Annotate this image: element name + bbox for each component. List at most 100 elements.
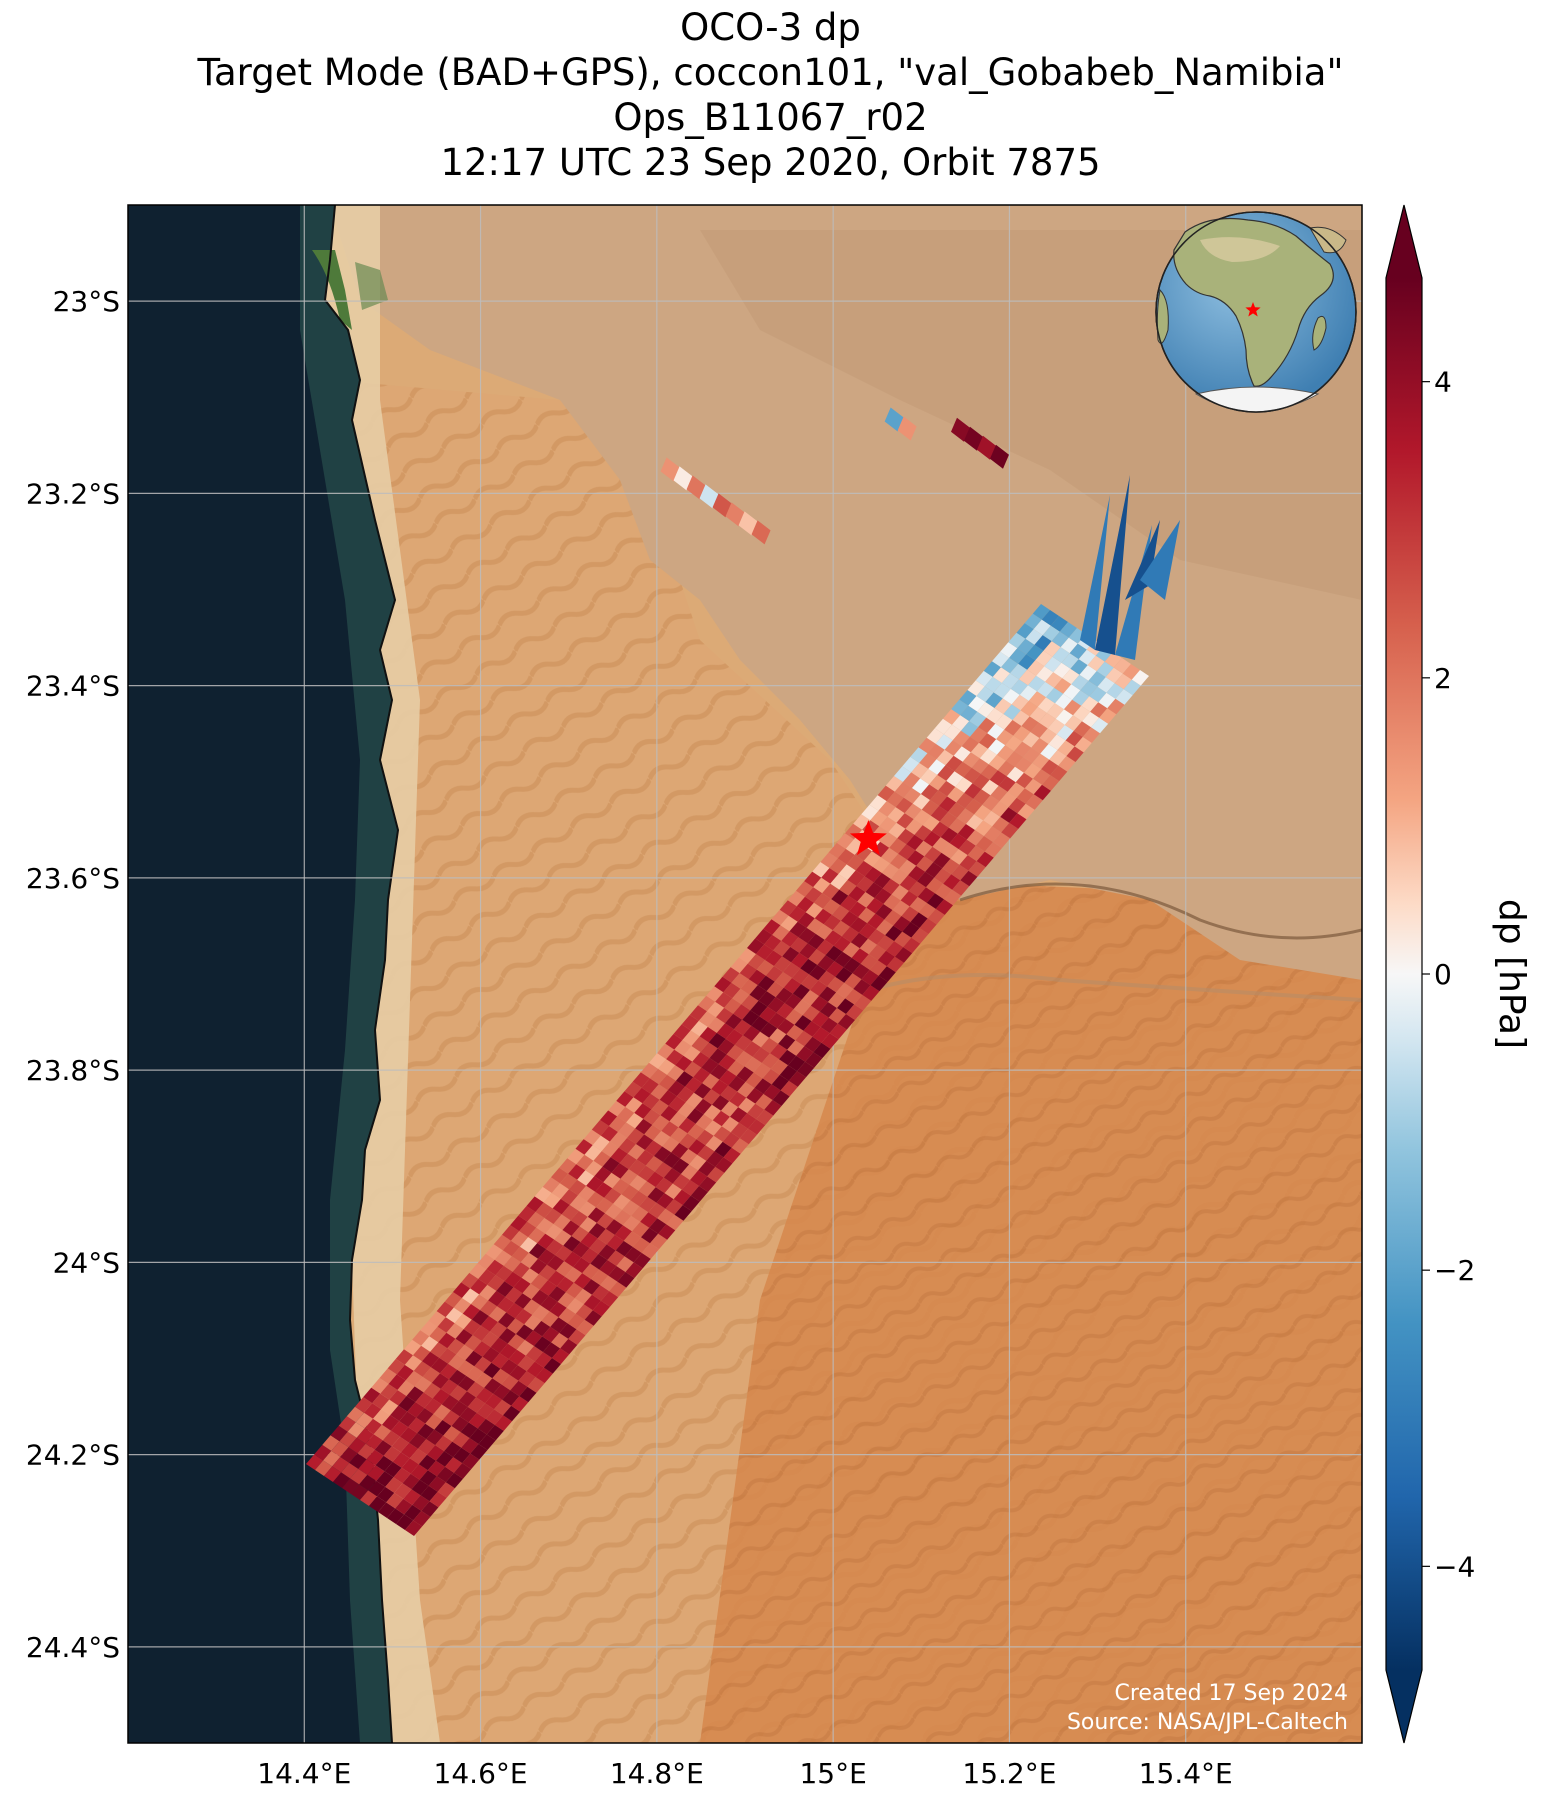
dp-footprint xyxy=(984,842,1002,858)
dp-footprint xyxy=(1015,772,1033,789)
dp-footprint xyxy=(513,1277,531,1294)
dp-footprint xyxy=(351,1484,369,1500)
dp-footprint xyxy=(666,1049,684,1066)
dp-footprint xyxy=(529,1258,547,1275)
dp-footprint xyxy=(870,975,888,992)
dp-footprint xyxy=(1097,677,1115,693)
dp-footprint xyxy=(1024,613,1042,630)
dp-footprint xyxy=(465,1350,483,1367)
dp-footprint xyxy=(662,1136,680,1153)
dp-footprint xyxy=(812,862,830,878)
lat-tick-label: 23.2°S xyxy=(26,477,120,510)
dp-footprint xyxy=(1089,686,1107,703)
dp-footprint xyxy=(368,1480,386,1497)
dp-footprint xyxy=(576,1319,594,1336)
dp-footprint xyxy=(749,985,767,1001)
dp-footprint xyxy=(959,690,977,706)
dp-footprint xyxy=(401,1458,419,1474)
dp-footprint xyxy=(409,1448,427,1465)
dp-footprint xyxy=(813,1042,831,1059)
dp-footprint xyxy=(978,717,996,734)
dp-footprint xyxy=(747,954,765,970)
dp-footprint xyxy=(614,1225,632,1241)
dp-footprint xyxy=(534,1336,552,1352)
dp-footprint xyxy=(1033,619,1051,636)
dp-footprint xyxy=(473,1341,491,1357)
dp-footprint xyxy=(475,1372,493,1388)
dp-footprint xyxy=(556,1276,574,1293)
dp-footprint xyxy=(394,1483,412,1499)
dp-footprint xyxy=(521,1268,539,1284)
dp-footprint xyxy=(386,1492,404,1509)
dp-footprint xyxy=(1000,807,1018,823)
lon-tick-label: 15.2°E xyxy=(962,1757,1056,1790)
dp-footprint xyxy=(375,1455,393,1472)
dp-footprint xyxy=(682,1195,700,1212)
dp-footprint xyxy=(896,813,914,829)
colorbar-label: dp [hPa] xyxy=(1491,899,1532,1049)
dp-footprint xyxy=(923,831,941,847)
dp-footprint xyxy=(987,723,1005,740)
dp-footprint xyxy=(679,1133,697,1149)
globe-target-star-icon xyxy=(1245,302,1261,317)
dp-footprint xyxy=(434,1420,452,1436)
colorbar-extend-max xyxy=(1386,205,1422,278)
dp-footprint xyxy=(805,1052,823,1068)
dp-footprint xyxy=(1051,631,1069,648)
dp-footprint xyxy=(445,1307,463,1324)
dp-footprint xyxy=(419,1470,437,1486)
dp-footprint xyxy=(706,986,724,1002)
dp-footprint xyxy=(427,1445,445,1461)
dp-footprint xyxy=(499,1343,517,1360)
dp-footprint xyxy=(494,1250,512,1266)
dp-footprint xyxy=(924,846,942,863)
dp-footprint xyxy=(358,1459,376,1475)
dp-footprint xyxy=(616,1091,634,1107)
dp-footprint xyxy=(469,1263,487,1279)
dp-footprint xyxy=(673,1189,691,1206)
dp-footprint xyxy=(709,1048,727,1064)
dp-footprint xyxy=(926,728,944,744)
dp-footprint xyxy=(500,1359,518,1375)
credit-source: Source: NASA/JPL-Caltech xyxy=(1067,1710,1348,1735)
dp-footprint xyxy=(814,893,832,909)
dp-footprint xyxy=(696,1129,714,1146)
dp-footprint xyxy=(1039,728,1057,744)
dp-footprint xyxy=(425,1414,443,1430)
dp-footprint xyxy=(989,444,1009,469)
dp-footprint xyxy=(494,1399,512,1416)
dp-footprint xyxy=(979,748,997,765)
dp-footprint xyxy=(551,1167,569,1184)
dp-footprint xyxy=(929,774,947,791)
dp-footprint xyxy=(712,1095,730,1111)
dp-footprint xyxy=(803,1021,821,1037)
dp-footprint xyxy=(970,727,988,743)
dp-footprint xyxy=(837,998,855,1014)
colorbar-ticks: 4 2 0 −2 −4 xyxy=(1422,366,1475,1583)
dp-footprint xyxy=(538,1264,556,1281)
dp-footprint xyxy=(1023,747,1041,764)
dp-footprint xyxy=(1007,782,1025,798)
dp-footprint xyxy=(488,1290,506,1307)
dp-footprint xyxy=(601,1291,619,1307)
dp-footprint xyxy=(941,843,959,859)
dp-footprint xyxy=(1065,730,1083,747)
dp-footprint xyxy=(1041,759,1059,776)
dp-footprint xyxy=(453,1447,471,1464)
dp-footprint xyxy=(1052,647,1070,663)
dp-footprint xyxy=(507,1318,525,1334)
dp-footprint xyxy=(489,1322,507,1338)
dp-footprint xyxy=(372,1393,390,1410)
dp-footprint xyxy=(523,1299,541,1315)
dp-footprint xyxy=(721,1116,739,1133)
dp-footprint xyxy=(1011,694,1029,711)
title-line-2: Target Mode (BAD+GPS), coccon101, "val_G… xyxy=(197,51,1344,94)
dp-footprint xyxy=(592,1285,610,1301)
dp-footprint xyxy=(667,1080,685,1097)
dp-footprint xyxy=(1026,644,1044,661)
dp-footprint xyxy=(805,902,823,919)
dp-footprint xyxy=(734,1019,752,1036)
dp-footprint xyxy=(1098,692,1116,709)
dp-footprint xyxy=(935,734,953,750)
dp-footprint xyxy=(437,1317,455,1333)
